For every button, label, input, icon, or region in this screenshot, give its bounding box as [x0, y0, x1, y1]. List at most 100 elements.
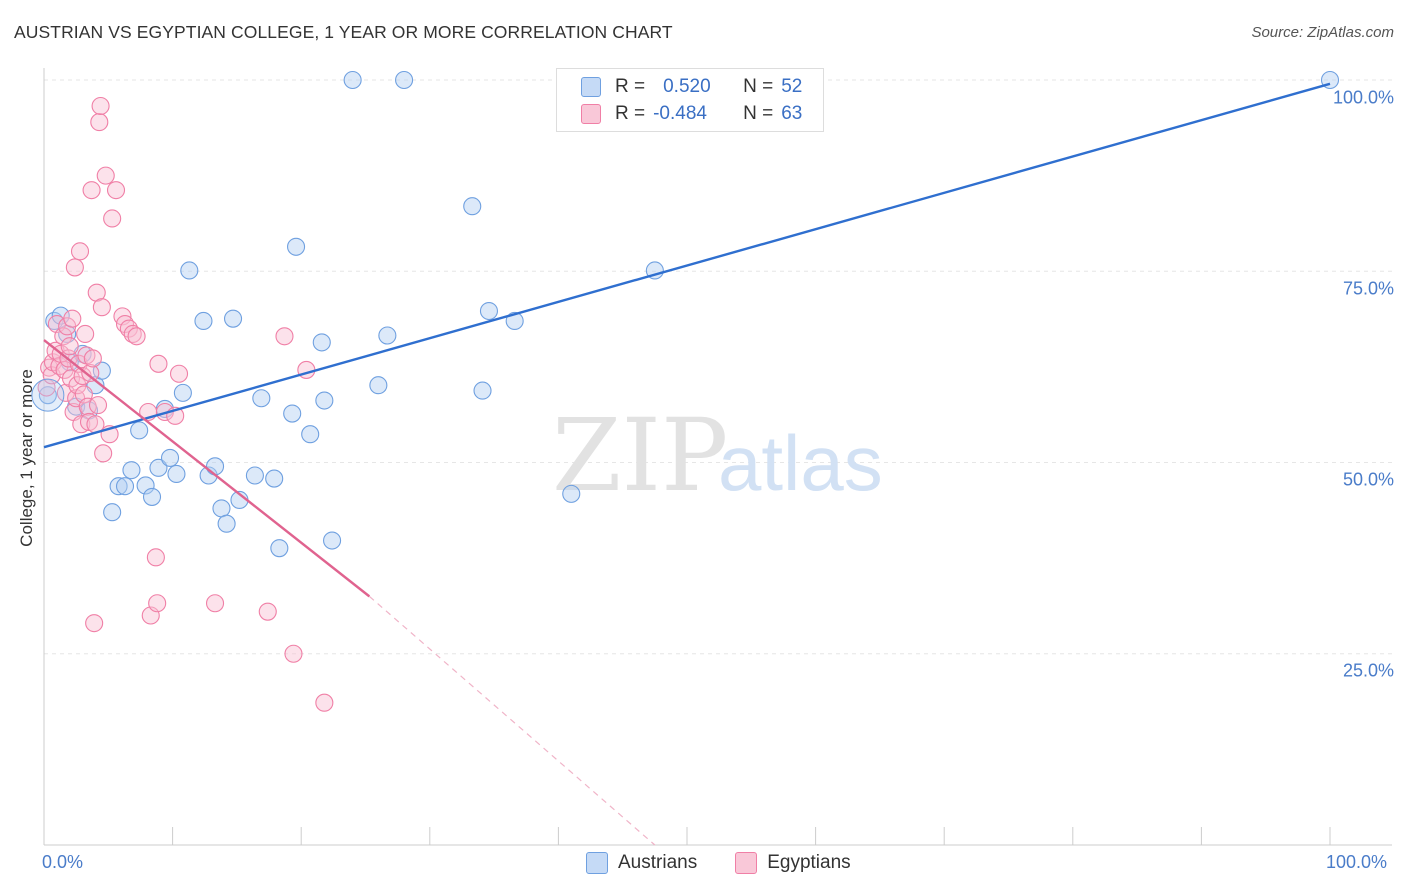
austrians-point-15	[136, 476, 155, 495]
egyptians-point-39	[94, 444, 113, 463]
egyptians-point-13	[60, 337, 79, 356]
y-tick-label-50: 50.0%	[1342, 469, 1394, 490]
grid-lines	[44, 79, 1392, 655]
egyptians-point-8	[54, 327, 73, 346]
austrians-point-21	[173, 383, 192, 402]
y-tick-label-25: 25.0%	[1342, 660, 1394, 681]
series-swatch-austrians	[586, 852, 608, 874]
egyptians-point-25	[76, 324, 95, 344]
austrians-point-26	[212, 499, 231, 518]
egyptians-point-58	[258, 602, 277, 621]
trend-line-egyptians-extension	[368, 595, 656, 846]
stats-legend: R = 0.520 N = 52 R = -0.484 N = 63	[556, 68, 824, 132]
legend-n-value: 63	[781, 103, 803, 124]
egyptians-point-53	[149, 354, 168, 373]
egyptians-point-52	[148, 594, 167, 613]
series-legend: Austrians Egyptians	[586, 852, 889, 874]
axes	[43, 68, 1392, 846]
watermark-zip: ZIP	[552, 397, 728, 514]
watermark: ZIP atlas	[552, 397, 883, 514]
austrians-point-32	[265, 469, 284, 488]
austrians-point-16	[142, 487, 162, 506]
series-swatch-egyptians	[735, 852, 758, 874]
austrians-point-47	[505, 311, 524, 331]
austrians-point-19	[160, 448, 180, 467]
egyptians-point-60	[284, 644, 303, 663]
egyptians-point-21	[70, 242, 90, 261]
austrians-point-46	[479, 301, 499, 321]
egyptians-point-34	[87, 283, 106, 302]
egyptians-point-42	[103, 209, 122, 228]
x-tick-label-min: 0.0%	[42, 852, 84, 872]
legend-n-label: N =	[743, 76, 774, 97]
legend-r-value: 0.520	[663, 76, 711, 97]
austrians-point-37	[312, 333, 331, 352]
egyptians-point-51	[146, 548, 165, 567]
egyptians-point-36	[90, 113, 109, 132]
egyptians-point-43	[106, 181, 126, 200]
legend-r-label: R =	[615, 103, 646, 124]
austrians-point-33	[270, 539, 289, 558]
egyptians-point-19	[68, 376, 87, 395]
egyptians-point-59	[275, 327, 294, 346]
legend-swatch-egyptians	[581, 104, 601, 124]
series-legend-label: Austrians	[618, 852, 698, 873]
austrians-point-45	[473, 381, 492, 400]
austrians-point-42	[378, 326, 397, 345]
austrians-point-27	[217, 514, 236, 533]
trend-line-egyptians	[43, 339, 371, 598]
austrians-point-13	[122, 461, 141, 480]
austrians-point-9	[92, 361, 111, 380]
austrians-point-14	[130, 421, 149, 440]
series-legend-label: Egyptians	[767, 852, 851, 873]
austrians-point-44	[463, 197, 482, 216]
austrians-point-10	[103, 503, 122, 522]
austrians-point-36	[301, 425, 320, 444]
austrians-point-25	[205, 457, 225, 476]
egyptians-point-17	[65, 258, 84, 277]
austrians-point-0	[38, 386, 57, 405]
y-tick-label-100: 100.0%	[1332, 87, 1394, 108]
legend-row-austrians: R = 0.520 N = 52	[581, 75, 802, 99]
austrians-point-2	[51, 306, 70, 325]
egyptians-point-38	[92, 298, 111, 317]
watermark-atlas: atlas	[718, 419, 883, 507]
austrians-point-43	[395, 70, 414, 90]
legend-n-label: N =	[743, 103, 774, 124]
austrians-point-39	[323, 531, 342, 550]
legend-n-value: 52	[781, 76, 803, 97]
austrians-point-22	[180, 261, 199, 280]
y-tick-label-75: 75.0%	[1342, 278, 1394, 299]
egyptians-point-40	[96, 166, 115, 185]
austrians-point-28	[223, 309, 243, 328]
austrians-point-31	[252, 389, 271, 408]
egyptians-point-57	[205, 594, 225, 613]
egyptians-point-35	[88, 396, 108, 415]
series-legend-item-egyptians: Egyptians	[735, 852, 851, 874]
x-tick-label-max: 100.0%	[1326, 852, 1388, 872]
austrians-point-11	[109, 477, 128, 496]
legend-r-value: -0.484	[653, 103, 707, 124]
egyptians-point-29	[81, 363, 100, 383]
austrians-point-41	[369, 376, 388, 395]
austrians-point-12	[115, 477, 135, 496]
austrians-point-40	[343, 70, 362, 90]
austrians-point-35	[287, 237, 306, 256]
austrians-point-23	[194, 311, 213, 331]
chart-title: AUSTRIAN VS EGYPTIAN COLLEGE, 1 YEAR OR …	[14, 22, 673, 42]
egyptians-point-62	[315, 693, 334, 712]
legend-r-label: R =	[615, 76, 646, 97]
egyptians-point-15	[63, 309, 82, 328]
series-egyptians	[37, 96, 334, 712]
austrians-point-17	[149, 458, 168, 477]
trend-line-austrians	[43, 82, 1331, 449]
austrians-point-20	[167, 464, 186, 484]
egyptians-point-56	[169, 364, 189, 383]
egyptians-point-32	[85, 614, 104, 633]
egyptians-point-37	[91, 96, 110, 116]
legend-swatch-austrians	[581, 77, 601, 97]
series-legend-item-austrians: Austrians	[586, 852, 697, 874]
austrians-point-34	[283, 404, 302, 423]
austrians-point-30	[245, 466, 264, 485]
egyptians-point-14	[61, 369, 81, 388]
